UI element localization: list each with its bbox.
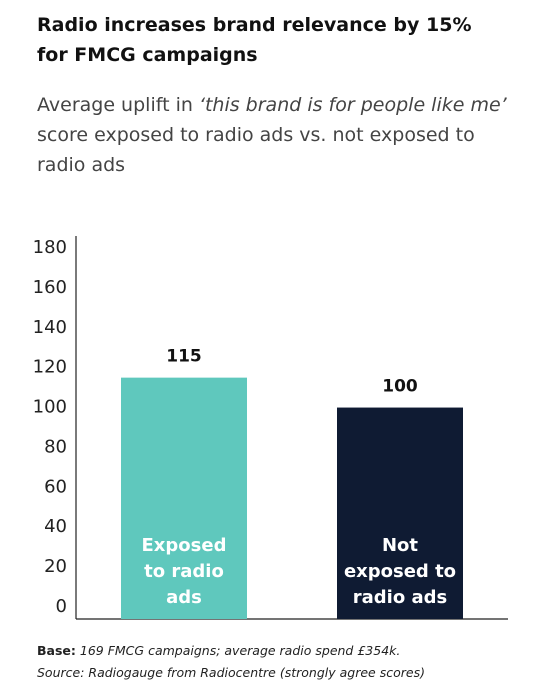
y-tick-label: 60 <box>44 476 67 497</box>
value-label: 100 <box>382 377 418 397</box>
bar <box>121 377 247 619</box>
subtitle-text: Average uplift in <box>37 94 199 116</box>
category-label: Exposed to radio ads <box>141 535 227 608</box>
chart-subtitle: Average uplift in ‘this brand is for peo… <box>37 90 517 180</box>
footnote: Base: 169 FMCG campaigns; average radio … <box>37 640 425 684</box>
value-label: 115 <box>166 347 202 367</box>
y-tick-label: 20 <box>44 556 67 577</box>
chart-title: Radio increases brand relevance by 15% f… <box>37 14 472 66</box>
y-tick-label: 120 <box>33 357 67 378</box>
y-tick-label: 100 <box>33 397 67 418</box>
subtitle-text: score exposed to radio ads vs. not expos… <box>37 124 475 176</box>
bar <box>337 407 463 619</box>
subtitle-quote: ‘this brand is for people like me’ <box>198 94 507 116</box>
y-tick-label: 160 <box>33 277 67 298</box>
y-tick-label: 140 <box>33 317 67 338</box>
footnote-base: Base: 169 FMCG campaigns; average radio … <box>37 640 425 662</box>
y-tick-label: 40 <box>44 516 67 537</box>
base-label: Base: <box>37 643 76 658</box>
base-text: 169 FMCG campaigns; average radio spend … <box>79 643 401 658</box>
footnote-source: Source: Radiogauge from Radiocentre (str… <box>37 665 425 680</box>
y-tick-label: 180 <box>33 237 67 258</box>
y-tick-label: 0 <box>56 596 67 617</box>
y-tick-label: 80 <box>44 436 67 457</box>
category-label: Not exposed to radio ads <box>343 535 457 608</box>
